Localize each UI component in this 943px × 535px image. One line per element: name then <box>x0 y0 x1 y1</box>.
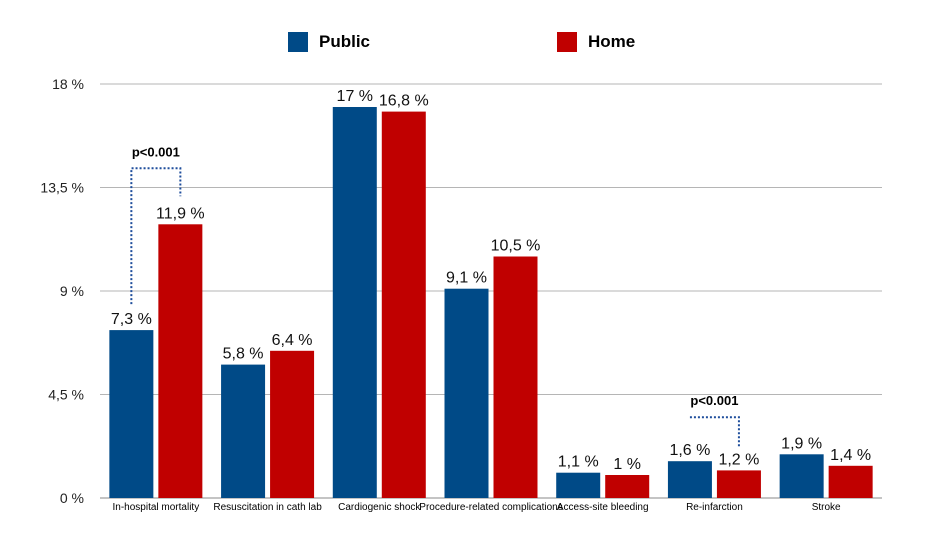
data-label: 6,4 % <box>272 332 313 349</box>
y-tick-label: 13,5 % <box>40 180 84 196</box>
bar-public <box>556 472 601 498</box>
significance-label: p<0.001 <box>690 393 738 408</box>
bar-public <box>667 461 712 498</box>
y-tick-label: 18 % <box>52 76 84 92</box>
data-label: 1,2 % <box>718 451 759 468</box>
y-tick-label: 4,5 % <box>48 387 84 403</box>
x-tick-label: Re-infarction <box>686 502 743 513</box>
significance-bracket <box>130 167 182 305</box>
data-label: 17 % <box>337 88 373 105</box>
bar-home <box>158 224 203 499</box>
bar-public <box>221 364 266 498</box>
data-label: 10,5 % <box>491 238 541 255</box>
legend-item-public: Public <box>288 31 370 53</box>
x-tick-label: Access-site bleeding <box>557 502 649 513</box>
significance-label: p<0.001 <box>132 144 180 159</box>
bar-public <box>332 107 377 498</box>
significance-bracket <box>689 416 740 447</box>
legend-label-public: Public <box>319 32 371 51</box>
data-label: 1,6 % <box>669 442 710 459</box>
legend-swatch-public <box>288 32 308 52</box>
data-label: 16,8 % <box>379 93 429 110</box>
bar-home <box>828 465 873 498</box>
x-tick-label: Procedure-related complications <box>419 502 562 513</box>
bar-home <box>493 256 538 498</box>
bar-home <box>270 350 315 498</box>
bar-home <box>716 470 761 498</box>
data-label: 1,1 % <box>558 454 599 471</box>
data-label: 1,4 % <box>830 447 871 464</box>
x-tick-label: Stroke <box>812 502 841 513</box>
data-label: 1 % <box>613 456 641 473</box>
bar-public <box>779 454 824 498</box>
legend-item-home: Home <box>557 31 635 53</box>
y-tick-label: 0 % <box>60 490 84 506</box>
data-label: 7,3 % <box>111 311 152 328</box>
legend-label-home: Home <box>588 32 636 51</box>
data-label: 11,9 % <box>156 205 205 222</box>
bar-home <box>605 475 650 498</box>
data-label: 1,9 % <box>781 435 822 452</box>
legend-swatch-home <box>557 32 577 52</box>
x-tick-label: Resuscitation in cath lab <box>213 502 322 513</box>
y-tick-label: 9 % <box>60 283 84 299</box>
x-tick-label: In-hospital mortality <box>113 502 200 513</box>
x-tick-label: Cardiogenic shock <box>338 502 421 513</box>
bar-public <box>444 288 489 498</box>
bar-public <box>109 330 154 498</box>
data-label: 9,1 % <box>446 270 487 287</box>
bar-home <box>381 111 426 498</box>
data-label: 5,8 % <box>223 346 264 363</box>
